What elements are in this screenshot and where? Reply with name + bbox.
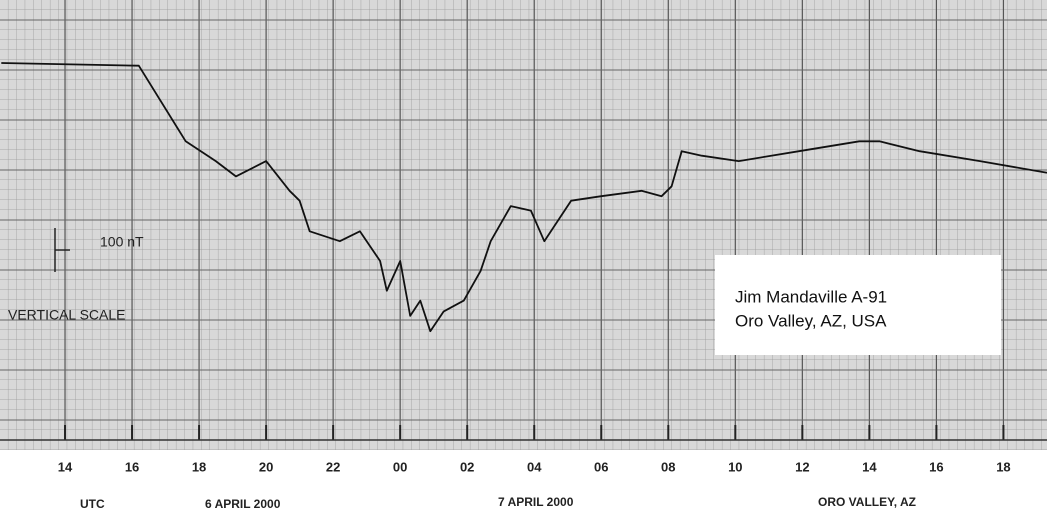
annotation-line: Jim Mandaville A-91 (735, 287, 887, 306)
x-tick-label: 12 (795, 459, 809, 474)
trace-line (1, 62, 1047, 333)
x-tick-label: 22 (326, 459, 340, 474)
x-tick-label: 10 (728, 459, 742, 474)
annotation-box (715, 255, 1001, 355)
scale-bar (54, 228, 70, 272)
x-tick-label: 16 (929, 459, 943, 474)
x-tick-label: 18 (996, 459, 1010, 474)
x-tick-label: 18 (192, 459, 206, 474)
x-tick-label: 00 (393, 459, 407, 474)
day-label: 6 APRIL 2000 (205, 497, 281, 511)
x-tick-label: 04 (527, 459, 542, 474)
x-tick-label: 14 (58, 459, 73, 474)
x-tick-label: 16 (125, 459, 139, 474)
location-label: ORO VALLEY, AZ (818, 495, 916, 509)
x-tick-label: 20 (259, 459, 273, 474)
scale-caption: VERTICAL SCALE (8, 307, 126, 323)
plot-texture (0, 0, 1047, 450)
x-axis-label: UTC (80, 497, 105, 511)
day-label: 7 APRIL 2000 (498, 495, 574, 509)
x-tick-label: 14 (862, 459, 877, 474)
annotation-line: Oro Valley, AZ, USA (735, 311, 887, 330)
marks (1, 62, 1047, 333)
scale-label: 100 nT (100, 234, 144, 250)
x-tick-label: 06 (594, 459, 608, 474)
x-tick-label: 08 (661, 459, 675, 474)
x-tick-label: 02 (460, 459, 474, 474)
